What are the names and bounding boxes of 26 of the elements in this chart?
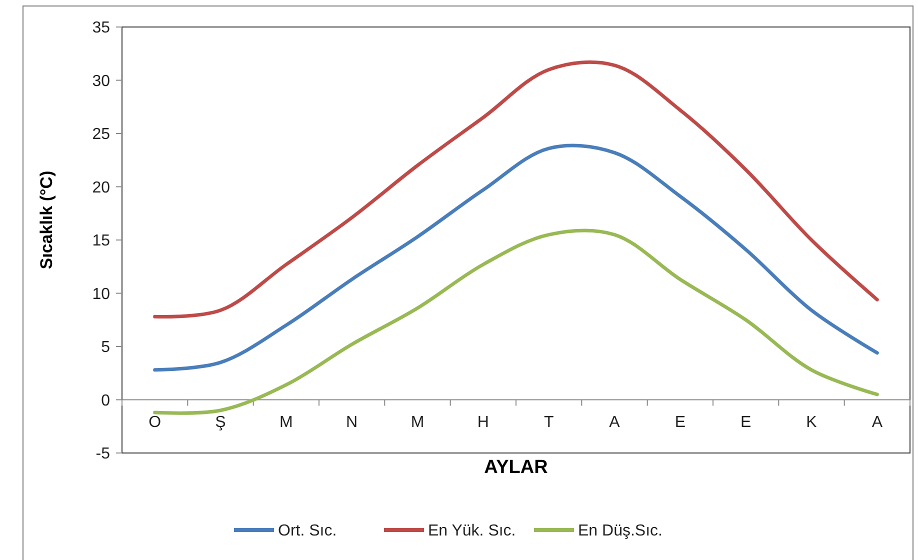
y-tick-label: -5 <box>96 446 110 463</box>
x-tick-label: M <box>410 414 424 431</box>
x-tick-label: H <box>477 414 489 431</box>
x-tick-label: O <box>148 414 162 431</box>
y-tick-label: 30 <box>92 72 110 90</box>
x-tick-label: M <box>280 414 293 431</box>
x-tick-label: A <box>609 414 620 431</box>
x-tick-label: T <box>544 414 554 431</box>
x-tick-label: E <box>674 414 686 431</box>
x-tick-label: A <box>872 414 883 431</box>
x-tick-label: Ş <box>215 414 226 431</box>
legend-label: En Yük. Sıc. <box>428 522 516 540</box>
y-tick-label: 15 <box>92 232 110 250</box>
legend-label: Ort. Sıc. <box>278 522 337 540</box>
y-tick-label: 0 <box>101 392 110 410</box>
y-tick-label: 20 <box>92 179 110 196</box>
y-tick-label: 35 <box>92 20 110 37</box>
x-tick-label: E <box>740 414 752 431</box>
legend-label: En Düş.Sıc. <box>578 522 662 540</box>
y-tick-label: 5 <box>101 339 110 356</box>
x-tick-label: N <box>346 414 358 431</box>
y-tick-label: 10 <box>92 286 110 303</box>
x-tick-label: K <box>806 414 818 431</box>
y-axis-title: Sıcaklık (°C) <box>37 170 56 270</box>
x-axis-title: AYLAR <box>484 457 548 478</box>
y-tick-label: 25 <box>92 126 110 144</box>
